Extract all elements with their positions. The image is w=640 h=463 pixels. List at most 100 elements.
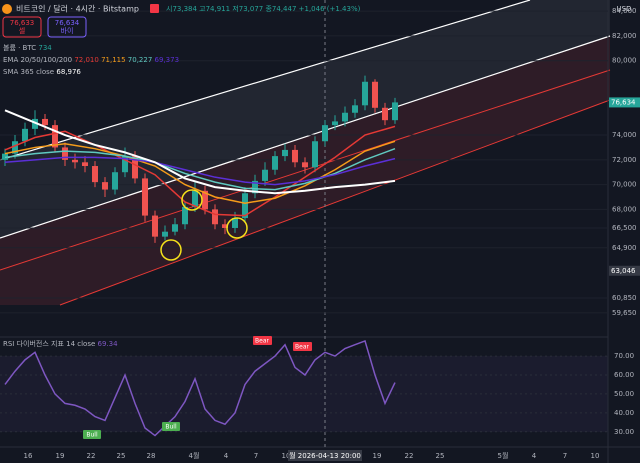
candle-body (202, 190, 208, 210)
y-tick-label: 59,650 (612, 309, 637, 317)
candle-body (22, 128, 28, 142)
candle-body (92, 166, 98, 183)
ema-value: 70,227 (128, 56, 153, 64)
candle-body (262, 169, 268, 181)
candle-body (302, 162, 308, 168)
candle-body (172, 224, 178, 232)
sma-value: 68,976 (56, 68, 81, 76)
x-tick-label: 19 (56, 452, 65, 460)
channel-fill (0, 0, 610, 238)
ema-value: 69,373 (155, 56, 180, 64)
x-tick-label: 25 (117, 452, 126, 460)
price-tag-label: 76,634 (611, 98, 636, 106)
candle-body (162, 231, 168, 237)
x-tick-label: 16 (24, 452, 33, 460)
x-tick-label: 19 (373, 452, 382, 460)
buy-label: 바이 (61, 26, 74, 35)
crosshair-date-box (288, 450, 362, 461)
marker-circle (160, 239, 182, 261)
y-tick-label: 74,000 (612, 131, 637, 139)
candle-body (252, 180, 258, 194)
y-tick-label: 60,850 (612, 294, 637, 302)
sell-button[interactable] (2, 16, 42, 38)
candle-body (332, 121, 338, 126)
marker-circle (226, 217, 248, 239)
x-tick-label: 5월 (498, 451, 509, 460)
bear-tag (253, 336, 272, 345)
candle-body (232, 218, 238, 228)
x-tick-label: 22 (87, 452, 96, 460)
x-tick-label: 4 (224, 452, 229, 460)
candle-body (42, 118, 48, 126)
x-tick-label: 25 (436, 452, 445, 460)
channel-line (0, 35, 611, 239)
y-tick-label: 68,000 (612, 205, 637, 213)
ema-legend: EMA 20/50/100/200 72,010 71,115 70,227 6… (3, 56, 179, 64)
candle-body (372, 81, 378, 108)
header: 비트코인 / 달러 · 4시간 · Bitstamp 시73,384 고74,9… (2, 4, 632, 348)
rsi-line (4, 339, 396, 437)
y-tick-label: 40.00 (614, 409, 634, 417)
ma-line (4, 125, 396, 217)
ma-line (4, 156, 396, 186)
symbol: 비트코인 / 달러 · 4시간 · Bitstamp (16, 4, 139, 14)
candle-body (242, 193, 248, 219)
x-tick-label: 4 (532, 452, 537, 460)
candle-body (52, 125, 58, 148)
candle-body (282, 149, 288, 157)
candle-body (342, 112, 348, 122)
crosshair-date: 월 2026-04-13 20:00 (289, 451, 361, 460)
candle-body (142, 178, 148, 216)
candle-body (272, 156, 278, 170)
ema-value: 72,010 (74, 56, 99, 64)
plot: 84,000 82,000 80,000 74,000 72,000 70,000 68,0… (0, 7, 640, 460)
x-tick-label: 10 (282, 452, 291, 460)
candle-body (362, 81, 368, 106)
ma-line (4, 140, 396, 204)
ohlc: 시73,384 고74,911 저73,077 종74,447 +1,046 (… (166, 4, 361, 13)
bear-tag (293, 342, 312, 351)
sma-legend: SMA 365 close 68,976 (3, 68, 81, 76)
price-tag (609, 265, 640, 276)
bull-tag (83, 430, 101, 439)
candle-body (62, 147, 68, 160)
x-tick-label: 7 (563, 452, 567, 460)
candle-body (102, 182, 108, 190)
y-tick-label: 60.00 (614, 371, 634, 379)
signals: Bull Bull Bear Bear (83, 336, 312, 439)
y-tick-label: 30.00 (614, 428, 634, 436)
bear-label: Bear (295, 344, 309, 351)
buy-button[interactable] (47, 16, 87, 38)
ema-value: 71,115 (101, 56, 126, 64)
bull-label: Bull (86, 432, 98, 439)
y-tick-label: 66,500 (612, 224, 637, 232)
x-tick-label: 4월 (189, 451, 200, 460)
candle-body (382, 107, 388, 121)
y-tick-label: 70.00 (614, 352, 634, 360)
y-tick-label: 50.00 (614, 390, 634, 398)
candle-body (72, 159, 78, 163)
y-tick-label: 70,000 (612, 181, 637, 189)
candle-body (182, 206, 188, 225)
y-tick-label: 84,000 (612, 7, 637, 15)
channel-line (59, 99, 611, 306)
ma-line (4, 109, 396, 195)
x-tick-label: 7 (254, 452, 258, 460)
rsi-legend: RSI 다이버전스 지표 14 close 69.34 (3, 339, 118, 348)
candle-body (82, 162, 88, 167)
currency[interactable]: USD (617, 5, 632, 13)
y-tick-label: 80,000 (612, 57, 637, 65)
sell-price: 76,633 (10, 19, 35, 27)
y-tick-label: 64,900 (612, 244, 637, 252)
x-tick-label: 28 (147, 452, 156, 460)
candle-body (222, 224, 228, 228)
marker-circle (181, 189, 203, 211)
volume-legend: 볼륨 · BTC 734 (3, 43, 52, 52)
ema-title: EMA 20/50/100/200 (3, 56, 72, 64)
coin-icon (2, 4, 12, 14)
candle-body (322, 125, 328, 142)
candle-body (122, 156, 128, 173)
rsi-value: 69.34 (98, 340, 119, 348)
bear-label: Bear (255, 338, 269, 345)
